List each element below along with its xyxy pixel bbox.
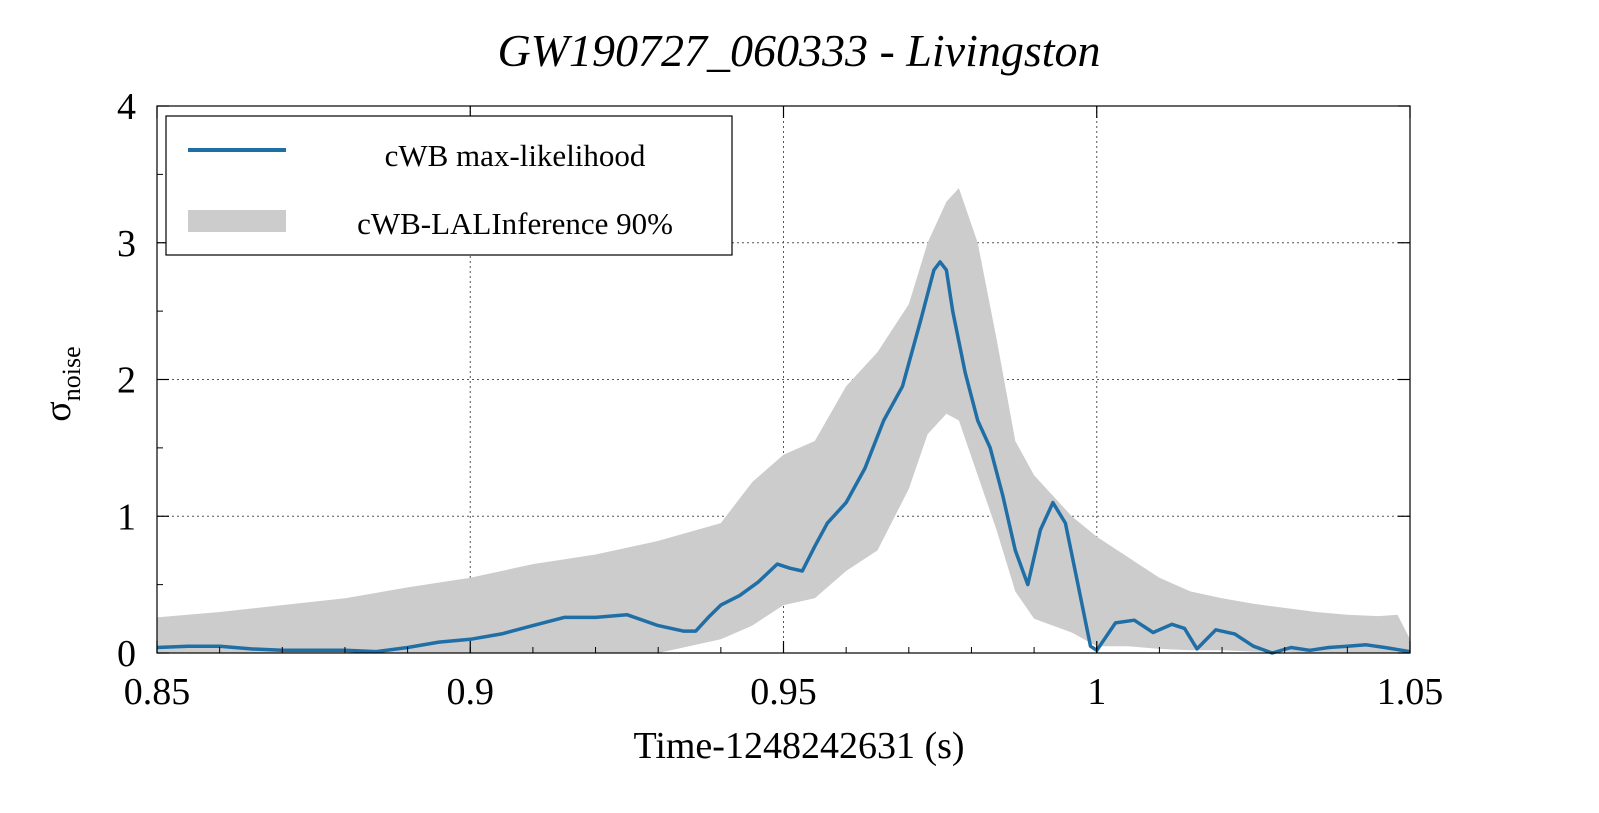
y-tick-label: 0 <box>117 633 136 675</box>
svg-text:σnoise: σnoise <box>37 346 86 421</box>
axis-ticks: 0.85 0.9 0.95 1 1.05 0 1 2 3 4 <box>117 86 1443 713</box>
x-tick-label: 0.9 <box>447 671 495 713</box>
y-axis-label-subscript: noise <box>57 346 86 401</box>
x-tick-label: 0.95 <box>750 671 817 713</box>
legend-label-90-band: cWB-LALInference 90% <box>357 206 673 241</box>
confidence-band-90 <box>157 188 1410 653</box>
x-axis-label: Time-1248242631 (s) <box>633 725 964 767</box>
x-tick-label: 0.85 <box>124 671 191 713</box>
y-tick-label: 1 <box>117 496 136 538</box>
legend-label-max-likelihood: cWB max-likelihood <box>385 138 646 173</box>
chart-title: GW190727_060333 - Livingston <box>497 25 1100 76</box>
y-axis-label-symbol: σ <box>37 401 79 421</box>
legend: cWB max-likelihood cWB-LALInference 90% <box>165 115 733 256</box>
y-tick-label: 3 <box>117 223 136 265</box>
y-axis-label: σnoise <box>37 346 86 421</box>
max-likelihood-line <box>156 260 1411 655</box>
y-tick-label: 4 <box>117 86 136 128</box>
y-tick-label: 2 <box>117 360 136 402</box>
legend-band-swatch <box>188 210 286 232</box>
plot-area <box>156 188 1411 655</box>
x-tick-label: 1 <box>1087 671 1106 713</box>
x-tick-label: 1.05 <box>1377 671 1444 713</box>
